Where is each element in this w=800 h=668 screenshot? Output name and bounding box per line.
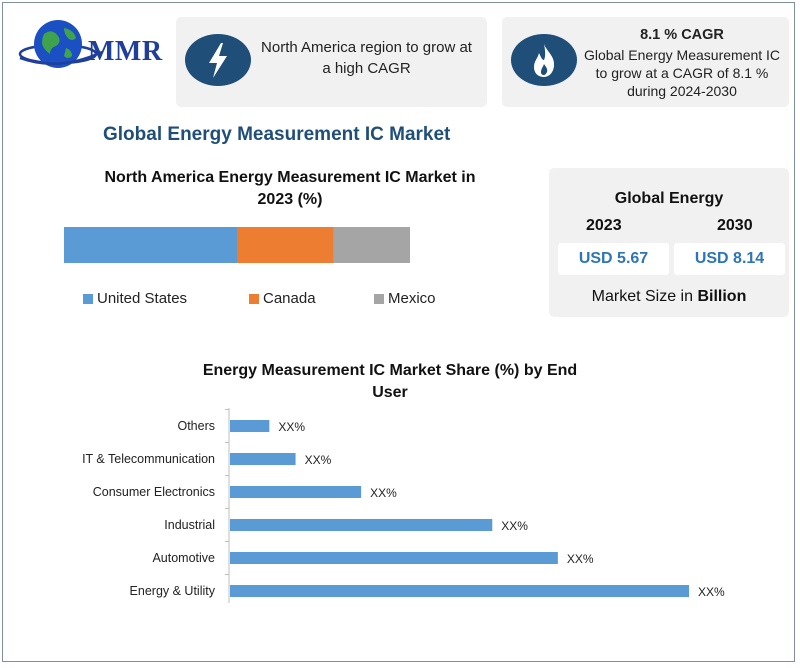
legend-item-united-states: United States [83,290,187,307]
stack-segment-mexico [333,227,410,263]
year-2023: 2023 [586,217,622,234]
logo-text: MMR [88,36,163,67]
legend-swatch-mexico [374,293,384,304]
na-stacked-bar-chart [64,227,410,263]
data-label-it-telecommunication: XX% [305,453,332,467]
flame-icon [511,34,577,86]
market-size-title: Global Energy [614,190,724,207]
stack-segment-canada [237,227,334,263]
cagr-text: Global Energy Measurement IC to grow at … [583,47,781,99]
category-label-industrial: Industrial [164,518,215,532]
data-label-energy-utility: XX% [698,585,725,599]
cagr-title: 8.1 % CAGR [640,27,724,43]
globe-icon [18,20,103,68]
data-label-others: XX% [278,420,305,434]
data-label-industrial: XX% [501,519,528,533]
market-size-card: Global Energy 2023 2030 USD 5.67 USD 8.1… [549,168,789,317]
category-label-energy-utility: Energy & Utility [130,584,216,598]
category-label-consumer-electronics: Consumer Electronics [93,485,215,499]
page-title: Global Energy Measurement IC Market [103,124,451,145]
market-size-footer: Market Size in Billion [549,288,789,306]
end-user-bar-chart: Others XX% IT & Telecommunication XX% Consum… [82,408,725,603]
stack-segment-united-states [64,227,237,263]
data-label-consumer-electronics: XX% [370,486,397,500]
mmr-logo: MMR [18,14,168,76]
lightning-bolt-icon [185,34,251,86]
bar-energy-utility [230,585,689,597]
na-chart-title: North America Energy Measurement IC Mark… [104,169,476,208]
market-size-footer-unit: Billion [697,288,747,305]
bar-automotive [230,552,558,564]
category-label-automotive: Automotive [152,551,215,565]
category-label-others: Others [177,419,215,433]
info-card-region: North America region to grow at a high C… [176,17,487,107]
year-2030: 2030 [717,217,753,234]
market-size-footer-prefix: Market Size in [591,288,698,305]
legend-swatch-canada [249,293,259,304]
legend-label-mexico: Mexico [388,290,436,307]
legend-label-united-states: United States [97,290,188,307]
bar-consumer-electronics [230,486,362,498]
legend-label-canada: Canada [263,290,316,307]
bar-it-telecommunication [230,453,296,465]
value-2030: USD 8.14 [674,243,785,275]
page-frame [2,2,795,662]
legend-item-mexico: Mexico [374,290,436,307]
legend-swatch-united-states [83,293,93,304]
info-card-region-text: North America region to grow at a high C… [261,39,472,77]
value-2023: USD 5.67 [558,243,669,275]
data-label-automotive: XX% [567,552,594,566]
end-user-chart-title: Energy Measurement IC Market Share (%) b… [202,362,578,401]
legend-item-canada: Canada [249,290,316,307]
bar-industrial [230,519,493,531]
category-label-it-telecommunication: IT & Telecommunication [82,452,215,466]
info-card-cagr: 8.1 % CAGR Global Energy Measurement IC … [502,17,789,107]
bar-others [230,420,270,432]
